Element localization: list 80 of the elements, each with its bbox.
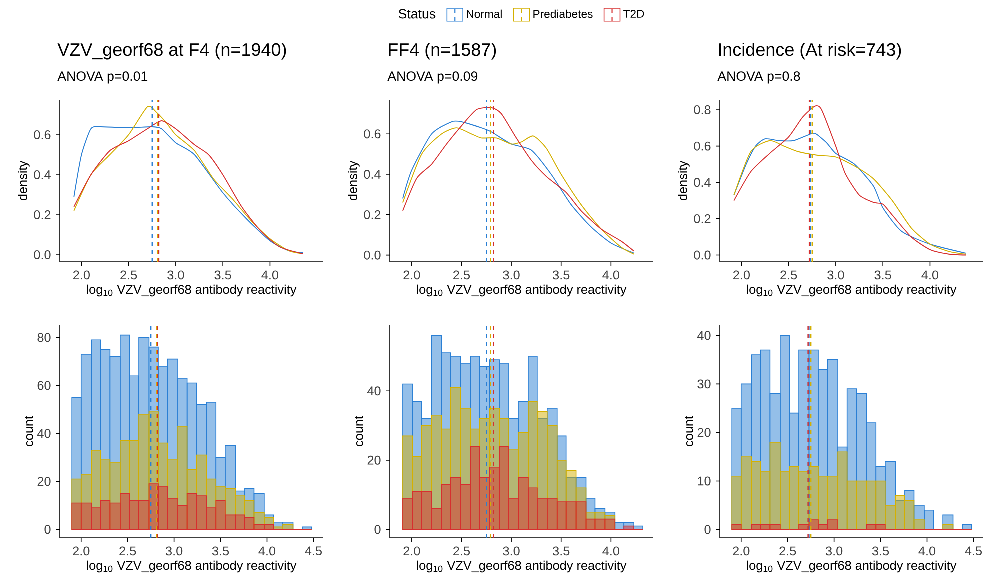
- y-tick-label: 0.0: [364, 250, 381, 260]
- x-tick-label: 3.5: [872, 546, 890, 556]
- x-tick-label: 2.0: [74, 270, 90, 280]
- y-axis-title: density: [18, 160, 30, 201]
- y-tick-label: 20: [38, 477, 51, 486]
- y-tick-label: 30: [698, 380, 711, 389]
- y-tick-label: 0.2: [364, 210, 381, 220]
- x-tick-label: 2.5: [454, 270, 470, 280]
- x-tick-label: 4.0: [602, 270, 620, 280]
- x-axis-title: log$_{10}$ VZV_georf68 antibody reactivity: [417, 560, 627, 573]
- x-tick-label: 3.0: [168, 270, 184, 280]
- y-tick-label: 40: [698, 331, 711, 340]
- y-tick-label: 0.4: [694, 178, 711, 188]
- legend-label: T2D: [624, 10, 644, 18]
- chart-subtitle: ANOVA p=0.01: [58, 72, 148, 84]
- y-tick-label: 10: [698, 476, 711, 486]
- y-tick-label: 60: [38, 381, 51, 390]
- y-tick-label: 0.4: [364, 170, 381, 180]
- legend-label: Normal: [467, 10, 502, 18]
- x-axis-title: log$_{10}$ VZV_georf68 antibody reactivity: [747, 560, 957, 573]
- x-axis-title: log$_{10}$ VZV_georf68 antibody reactivity: [417, 284, 627, 297]
- legend-label: Prediabetes: [534, 10, 593, 18]
- x-axis-title: log$_{10}$ VZV_georf68 antibody reactivity: [87, 284, 297, 297]
- x-tick-label: 3.0: [503, 270, 520, 280]
- x-tick-label: 2.5: [780, 546, 796, 556]
- y-tick-label: 20: [698, 428, 711, 438]
- x-tick-label: 3.0: [503, 546, 520, 556]
- y-tick-label: 40: [37, 429, 51, 438]
- x-tick-label: 2.5: [454, 546, 470, 556]
- y-axis-title: density: [348, 160, 360, 201]
- y-tick-label: 80: [38, 333, 51, 342]
- legend-title: Status: [398, 9, 436, 19]
- x-tick-label: 3.5: [553, 270, 570, 280]
- x-tick-label: 3.0: [828, 270, 844, 280]
- y-tick-label: 0.8: [694, 105, 711, 114]
- y-tick-label: 0.6: [34, 130, 51, 140]
- y-tick-label: 0.2: [34, 210, 51, 220]
- x-tick-label: 4.5: [965, 546, 982, 556]
- y-tick-label: 0.0: [34, 250, 51, 260]
- x-tick-label: 2.0: [73, 546, 90, 556]
- x-tick-label: 2.0: [733, 546, 750, 556]
- y-axis-title: count: [685, 416, 694, 446]
- x-tick-label: 4.0: [918, 546, 936, 556]
- x-tick-label: 3.5: [874, 270, 892, 280]
- chart-title: FF4 (n=1587): [389, 42, 496, 60]
- x-tick-label: 2.5: [120, 270, 138, 280]
- y-tick-label: 0.4: [34, 170, 51, 180]
- x-tick-label: 4.0: [262, 270, 279, 280]
- y-axis-title: count: [25, 416, 34, 446]
- x-tick-label: 3.5: [553, 546, 570, 556]
- chart-title: VZV_georf68 at F4 (n=1940): [58, 42, 286, 60]
- y-tick-label: 0.2: [694, 214, 711, 224]
- y-axis-title: count: [355, 416, 364, 446]
- x-tick-label: 2.5: [120, 546, 136, 556]
- x-axis-title: log$_{10}$ VZV_georf68 antibody reactivity: [747, 284, 957, 297]
- x-tick-label: 3.0: [826, 546, 843, 556]
- x-tick-label: 4.5: [305, 546, 322, 556]
- x-tick-label: 2.0: [404, 270, 420, 280]
- y-tick-label: 0: [44, 525, 51, 534]
- y-tick-label: 20: [368, 456, 381, 465]
- x-tick-label: 3.5: [212, 546, 230, 556]
- x-tick-label: 4.0: [602, 546, 620, 556]
- x-tick-label: 3.5: [214, 270, 232, 280]
- y-tick-label: 0.0: [694, 250, 711, 260]
- y-tick-label: 0.6: [694, 142, 711, 151]
- chart-subtitle: ANOVA p=0.8: [718, 72, 800, 84]
- y-tick-label: 0.6: [364, 130, 381, 139]
- x-tick-label: 4.0: [922, 270, 939, 280]
- y-tick-label: 40: [368, 386, 381, 396]
- y-tick-label: 0: [704, 525, 711, 534]
- x-tick-label: 2.5: [780, 270, 798, 280]
- x-tick-label: 2.0: [404, 546, 420, 556]
- x-tick-label: 3.0: [166, 546, 183, 556]
- x-axis-title: log$_{10}$ VZV_georf68 antibody reactivity: [87, 560, 297, 573]
- y-axis-title: density: [678, 160, 690, 201]
- x-tick-label: 2.0: [734, 270, 750, 280]
- x-tick-label: 4.0: [258, 546, 276, 556]
- chart-title: Incidence (At risk=743): [719, 42, 902, 60]
- y-tick-label: 0: [374, 525, 381, 534]
- chart-subtitle: ANOVA p=0.09: [388, 72, 478, 84]
